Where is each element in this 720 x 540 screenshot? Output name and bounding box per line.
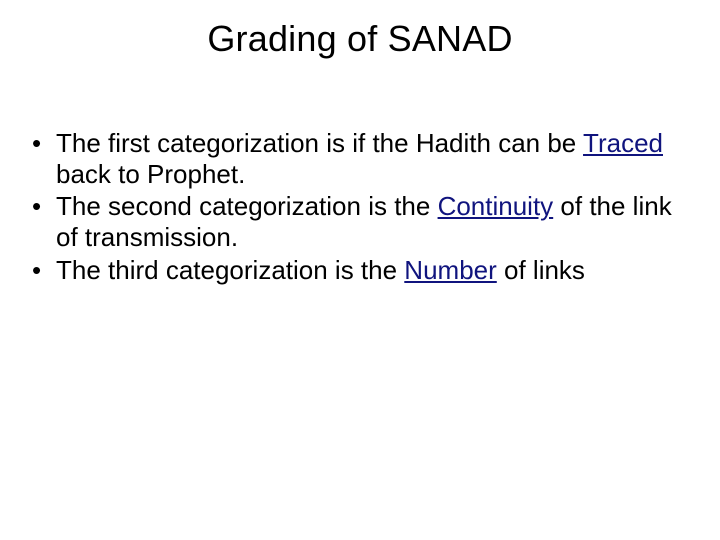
- bullet-text-post: back to Prophet.: [56, 159, 245, 189]
- bullet-text-pre: The second categorization is the: [56, 191, 438, 221]
- bullet-keyword: Traced: [583, 128, 663, 158]
- bullet-list: The first categorization is if the Hadit…: [28, 128, 680, 285]
- bullet-text-pre: The third categorization is the: [56, 255, 404, 285]
- list-item: The first categorization is if the Hadit…: [28, 128, 680, 189]
- bullet-keyword: Continuity: [438, 191, 554, 221]
- bullet-text-pre: The first categorization is if the Hadit…: [56, 128, 583, 158]
- slide: Grading of SANAD The first categorizatio…: [0, 0, 720, 540]
- list-item: The third categorization is the Number o…: [28, 255, 680, 286]
- bullet-keyword: Number: [404, 255, 496, 285]
- slide-title: Grading of SANAD: [0, 18, 720, 60]
- list-item: The second categorization is the Continu…: [28, 191, 680, 252]
- bullet-text-post: of links: [497, 255, 585, 285]
- slide-body: The first categorization is if the Hadit…: [28, 128, 680, 287]
